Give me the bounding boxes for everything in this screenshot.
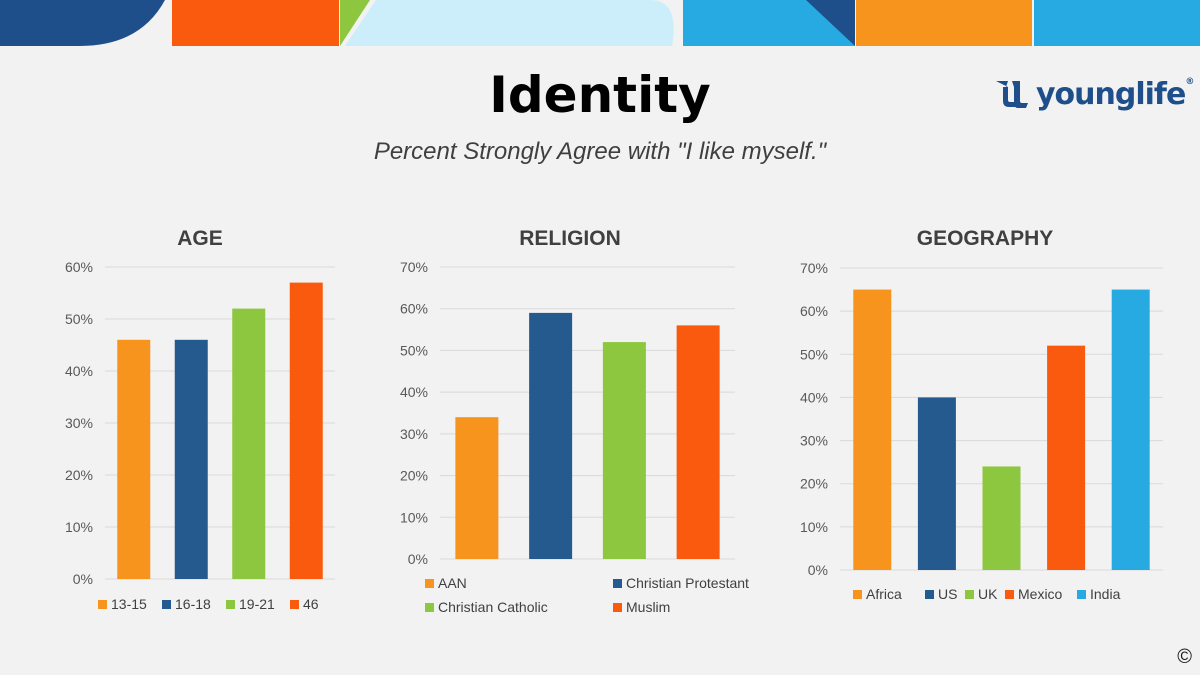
y-tick-label: 70% xyxy=(400,259,428,275)
legend-label: Christian Protestant xyxy=(626,575,749,591)
page-subtitle: Percent Strongly Agree with "I like myse… xyxy=(373,138,827,165)
legend-label: 16-18 xyxy=(175,596,211,612)
chart-title: GEOGRAPHY xyxy=(916,227,1054,250)
bar xyxy=(1111,289,1150,570)
y-tick-label: 0% xyxy=(808,562,828,578)
legend-label: 13-15 xyxy=(111,596,147,612)
bar xyxy=(529,312,573,559)
logo-registered-mark: ® xyxy=(1185,76,1194,87)
y-tick-label: 30% xyxy=(400,426,428,442)
legend-swatch xyxy=(613,579,622,588)
chart-geography: GEOGRAPHY 0% 10% 20% 30% 40% 50% 60% 70% Africa U… xyxy=(790,222,1180,632)
legend-label: Africa xyxy=(866,586,902,602)
legend-label: 19-21 xyxy=(239,596,275,612)
y-tick-label: 10% xyxy=(400,509,428,525)
logo-text: younglife xyxy=(1036,76,1186,112)
y-tick-label: 40% xyxy=(400,384,428,400)
legend-label: Christian Catholic xyxy=(438,599,548,615)
banner-green-triangle xyxy=(340,0,370,46)
legend-label: AAN xyxy=(438,575,467,591)
y-tick-label: 40% xyxy=(800,389,828,405)
y-tick-label: 20% xyxy=(65,467,93,483)
younglife-logo: younglife® xyxy=(994,76,1194,112)
legend-swatch xyxy=(425,579,434,588)
y-tick-label: 20% xyxy=(400,468,428,484)
y-tick-label: 60% xyxy=(65,259,93,275)
legend-swatch xyxy=(853,590,862,599)
legend-label: Muslim xyxy=(626,599,670,615)
legend-swatch xyxy=(226,600,235,609)
chart-title: RELIGION xyxy=(519,227,621,250)
y-tick-label: 0% xyxy=(73,571,93,587)
younglife-mark-icon xyxy=(996,81,1028,108)
bar xyxy=(455,417,499,559)
legend-swatch xyxy=(965,590,974,599)
bar xyxy=(602,342,646,559)
banner-orange-block xyxy=(172,0,339,46)
legend-swatch xyxy=(613,603,622,612)
bar xyxy=(853,289,892,570)
bar xyxy=(917,397,956,570)
logo-wordmark: younglife® xyxy=(1036,76,1194,112)
banner-light-blue-block xyxy=(345,0,674,46)
bar xyxy=(117,339,151,579)
legend-label: 46 xyxy=(303,596,319,612)
y-tick-label: 30% xyxy=(65,415,93,431)
y-tick-label: 10% xyxy=(800,519,828,535)
legend-swatch xyxy=(98,600,107,609)
chart-age-plot: 0% 10% 20% 30% 40% 50% 60% 13-15 16-18 19-21 46 xyxy=(65,259,335,612)
y-tick-label: 50% xyxy=(800,346,828,362)
banner-yellow-orange-block xyxy=(856,0,1032,46)
y-tick-label: 20% xyxy=(800,476,828,492)
bar xyxy=(1047,345,1086,570)
legend-swatch xyxy=(925,590,934,599)
top-banner-shapes xyxy=(0,0,1200,46)
y-tick-label: 60% xyxy=(400,301,428,317)
y-tick-label: 0% xyxy=(408,551,428,567)
copyright-icon: © xyxy=(1177,646,1192,668)
y-tick-label: 40% xyxy=(65,363,93,379)
bar xyxy=(232,308,266,579)
y-tick-label: 10% xyxy=(65,519,93,535)
bar xyxy=(174,339,208,579)
banner-dark-blue-curve xyxy=(0,0,165,46)
y-tick-label: 50% xyxy=(400,342,428,358)
legend-swatch xyxy=(162,600,171,609)
y-tick-label: 60% xyxy=(800,303,828,319)
legend-label: US xyxy=(938,586,957,602)
chart-religion-plot: 0% 10% 20% 30% 40% 50% 60% 70% AAN Christian Prot… xyxy=(400,259,749,615)
banner-sky-block-right xyxy=(1034,0,1200,46)
legend-label: UK xyxy=(978,586,998,602)
legend-label: Mexico xyxy=(1018,586,1063,602)
y-tick-label: 30% xyxy=(800,433,828,449)
banner-navy-triangle xyxy=(806,0,855,46)
bar xyxy=(289,282,323,579)
chart-geography-plot: 0% 10% 20% 30% 40% 50% 60% 70% Africa US UK Mexico I… xyxy=(800,260,1163,602)
legend-swatch xyxy=(290,600,299,609)
page-title: Identity xyxy=(489,66,711,124)
bar xyxy=(982,466,1021,570)
legend-swatch xyxy=(425,603,434,612)
chart-title: AGE xyxy=(177,227,223,250)
chart-religion: RELIGION 0% 10% 20% 30% 40% 50% 60% 70% AAN Chris… xyxy=(385,222,755,632)
legend-label: India xyxy=(1090,586,1121,602)
legend-swatch xyxy=(1005,590,1014,599)
bar xyxy=(676,325,720,559)
y-tick-label: 50% xyxy=(65,311,93,327)
legend-swatch xyxy=(1077,590,1086,599)
y-tick-label: 70% xyxy=(800,260,828,276)
chart-age: AGE 0% 10% 20% 30% 40% 50% 60% 13-15 16-18 19-21 4… xyxy=(40,222,360,632)
